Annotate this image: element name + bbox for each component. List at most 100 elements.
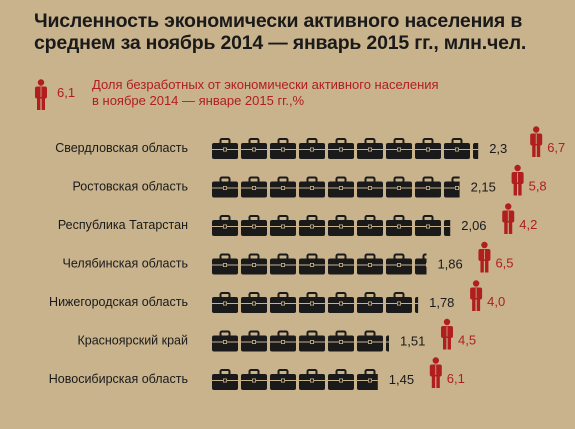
bar-workers	[212, 369, 378, 390]
briefcase-icon	[415, 176, 441, 198]
briefcase-icon	[328, 176, 354, 198]
legend-example-value: 6,1	[57, 85, 76, 100]
value-label-unemployment: 6,1	[447, 371, 465, 386]
briefcase-icon	[386, 292, 412, 313]
briefcase-icon	[270, 369, 296, 390]
legend-text: Доля безработных от экономически активно…	[92, 77, 439, 109]
briefcase-icon	[241, 138, 267, 159]
briefcase-icon	[328, 215, 354, 236]
briefcase-icon	[241, 253, 267, 275]
briefcase-icon	[444, 176, 460, 198]
value-label-workers: 2,06	[461, 218, 486, 233]
legend: 6,1 Доля безработных от экономически акт…	[34, 77, 494, 113]
title-line-1: Численность экономически активного насел…	[34, 10, 523, 32]
category-label: Республика Татарстан	[58, 218, 188, 232]
value-label-unemployment: 5,8	[529, 179, 547, 194]
briefcase-icon	[299, 176, 325, 198]
value-label-workers: 1,78	[429, 295, 454, 310]
briefcase-icon	[386, 138, 412, 159]
briefcase-icon	[328, 330, 354, 352]
briefcase-icon	[415, 297, 419, 313]
briefcase-icon	[415, 253, 427, 275]
briefcase-icon	[357, 253, 383, 275]
briefcase-icon	[270, 215, 296, 236]
briefcase-icon	[357, 138, 383, 159]
briefcase-icon	[212, 292, 238, 313]
briefcase-icon	[270, 330, 296, 352]
bar-workers	[212, 292, 419, 313]
bar-workers	[212, 253, 427, 275]
briefcase-icon	[357, 292, 383, 313]
person-icon	[502, 203, 515, 234]
chart-row: Нижегородская область 1,78 4,0	[49, 280, 505, 313]
briefcase-icon	[270, 138, 296, 159]
chart-row: Республика Татарстан 2,06 4,2	[58, 203, 537, 236]
briefcase-icon	[386, 176, 412, 198]
value-label-workers: 2,3	[489, 141, 507, 156]
value-label-workers: 1,86	[437, 257, 462, 272]
value-label-unemployment: 6,5	[495, 256, 513, 271]
briefcase-icon	[386, 215, 412, 236]
briefcase-icon	[328, 253, 354, 275]
briefcase-icon	[328, 292, 354, 313]
briefcase-icon	[444, 220, 451, 236]
value-label-unemployment: 6,7	[547, 140, 565, 155]
briefcase-icon	[357, 369, 378, 390]
chart-row: Новосибирская область 1,45 6,1	[49, 357, 465, 390]
briefcase-icon	[270, 176, 296, 198]
chart-row: Челябинская область 1,86 6,5	[63, 241, 514, 275]
briefcase-icon	[299, 330, 325, 352]
briefcase-icon	[241, 369, 267, 390]
chart-title: Численность экономически активного насел…	[34, 10, 554, 54]
value-label-workers: 1,45	[389, 372, 414, 387]
briefcase-icon	[415, 215, 441, 236]
category-label: Нижегородская область	[49, 295, 188, 309]
category-label: Свердловская область	[55, 141, 188, 155]
briefcase-icon	[212, 253, 238, 275]
person-icon	[530, 126, 543, 157]
category-label: Ростовская область	[73, 180, 189, 194]
briefcase-icon	[386, 335, 389, 352]
briefcase-icon	[270, 253, 296, 275]
person-icon	[429, 357, 442, 388]
briefcase-icon	[357, 176, 383, 198]
briefcase-icon	[299, 215, 325, 236]
person-icon	[470, 280, 483, 311]
category-label: Челябинская область	[63, 257, 188, 271]
person-icon	[35, 79, 47, 110]
person-icon	[478, 241, 491, 273]
briefcase-icon	[241, 330, 267, 352]
value-label-unemployment: 4,2	[519, 217, 537, 232]
briefcase-icon	[241, 215, 267, 236]
briefcase-icon	[444, 138, 470, 159]
briefcase-icon	[241, 176, 267, 198]
briefcase-icon	[212, 176, 238, 198]
value-label-unemployment: 4,0	[487, 294, 505, 309]
briefcase-icon	[241, 292, 267, 313]
value-label-workers: 1,51	[400, 334, 425, 349]
title-line-2: среднем за ноябрь 2014 — январь 2015 гг.…	[34, 32, 527, 54]
category-label: Новосибирская область	[49, 372, 188, 386]
briefcase-icon	[270, 292, 296, 313]
briefcase-icon	[357, 330, 383, 352]
briefcase-icon	[328, 369, 354, 390]
person-icon	[441, 318, 453, 350]
legend-text-line-1: Доля безработных от экономически активно…	[92, 77, 439, 92]
bar-workers	[212, 176, 460, 198]
briefcase-icon	[386, 253, 412, 275]
bar-workers	[212, 215, 451, 236]
briefcase-icon	[415, 138, 441, 159]
value-label-unemployment: 4,5	[458, 333, 476, 348]
category-label: Красноярский край	[77, 334, 188, 348]
briefcase-icon	[212, 369, 238, 390]
chart-row: Свердловская область 2,3 6,7	[55, 126, 565, 159]
briefcase-icon	[212, 330, 238, 352]
briefcase-icon	[299, 369, 325, 390]
value-label-workers: 2,15	[471, 180, 496, 195]
briefcase-icon	[299, 138, 325, 159]
person-icon	[511, 164, 524, 196]
briefcase-icon	[212, 215, 238, 236]
chart-row: Красноярский край 1,51 4,5	[77, 318, 476, 352]
briefcase-icon	[357, 215, 383, 236]
